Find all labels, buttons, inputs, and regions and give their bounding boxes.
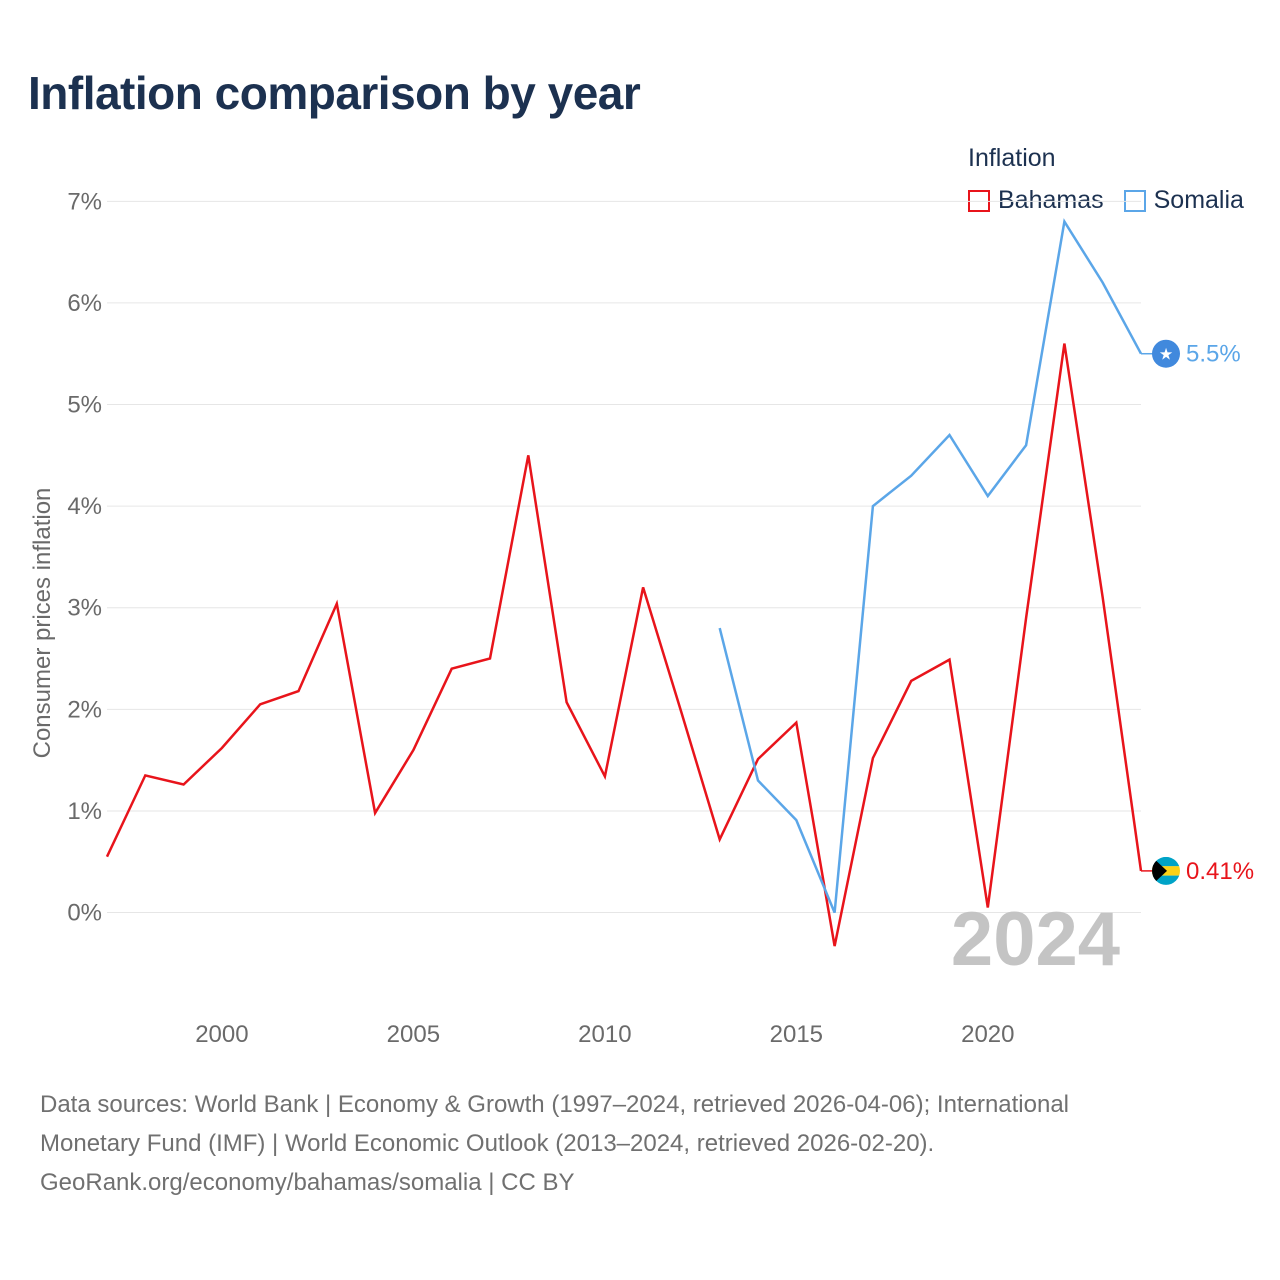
data-point-bahamas-1997: [104, 854, 110, 860]
x-tick-label-2000: 2000: [195, 1021, 248, 1048]
data-point-bahamas-2023: [1100, 595, 1106, 601]
data-point-somalia-2019: [947, 432, 953, 438]
chart-title: Inflation comparison by year: [28, 67, 641, 119]
x-tick-label-2010: 2010: [578, 1021, 631, 1048]
data-point-bahamas-2017: [870, 755, 876, 761]
data-point-bahamas-1998: [142, 772, 148, 778]
legend: Bahamas Somalia: [968, 186, 1244, 215]
data-point-somalia-2013: [717, 625, 723, 631]
data-point-somalia-2018: [908, 473, 914, 479]
bahamas-flag-icon: [1152, 856, 1180, 885]
data-point-somalia-2015: [793, 817, 799, 823]
bahamas-flag-part-2: [1152, 875, 1180, 885]
data-point-somalia-2020: [985, 493, 991, 499]
data-point-somalia-2016: [832, 910, 838, 916]
y-tick-label-1: 1%: [67, 798, 102, 825]
data-point-bahamas-2005: [410, 747, 416, 753]
data-point-somalia-2017: [870, 503, 876, 509]
series-line-bahamas: [105, 343, 1143, 947]
somalia-flag-icon: [1152, 339, 1180, 368]
data-point-bahamas-2011: [640, 584, 646, 590]
somalia-flag-star-icon: ★: [1159, 345, 1173, 364]
data-point-bahamas-2010: [602, 773, 608, 779]
end-label-bahamas: 0.41%: [1186, 858, 1254, 885]
x-tick-label-2020: 2020: [961, 1021, 1014, 1048]
bahamas-flag-part-3: [1152, 856, 1167, 885]
legend-item-somalia[interactable]: Somalia: [1123, 186, 1244, 215]
y-axis-label: Consumer prices inflation: [29, 488, 56, 759]
data-point-bahamas-2003: [334, 601, 340, 607]
y-tick-label-7: 7%: [67, 188, 102, 215]
data-point-bahamas-2021: [1023, 615, 1029, 621]
y-tick-label-6: 6%: [67, 290, 102, 317]
data-point-bahamas-2002: [295, 688, 301, 694]
legend-swatch-bahamas: [968, 189, 990, 212]
data-sources-footer: Data sources: World Bank | Economy & Gro…: [40, 1085, 1240, 1202]
data-point-bahamas-2020: [985, 904, 991, 910]
data-point-bahamas-2018: [908, 678, 914, 684]
data-point-somalia-2022: [1061, 219, 1067, 225]
data-point-bahamas-2012: [678, 709, 684, 715]
data-point-bahamas-2015: [793, 720, 799, 726]
data-point-somalia-2023: [1100, 280, 1106, 286]
bahamas-flag-part-0: [1152, 856, 1180, 867]
legend-label-somalia: Somalia: [1153, 186, 1244, 214]
data-point-bahamas-2007: [487, 656, 493, 662]
data-point-somalia-2021: [1023, 442, 1029, 448]
x-tick-label-2005: 2005: [387, 1021, 440, 1048]
footer-line-3: GeoRank.org/economy/bahamas/somalia | CC…: [40, 1169, 575, 1196]
data-point-bahamas-2004: [372, 810, 378, 816]
y-tick-label-3: 3%: [67, 595, 102, 622]
legend-title: Inflation: [968, 144, 1056, 172]
data-point-bahamas-2008: [525, 452, 531, 458]
year-watermark: 2024: [951, 897, 1120, 982]
line-chart: 0% 1% 2% 3% 4% 5% 6% 7% 2000 2005 2010 2015 2020 Cons…: [29, 188, 1254, 1048]
footer-line-2: Monetary Fund (IMF) | World Economic Out…: [40, 1130, 935, 1157]
end-label-somalia: 5.5%: [1186, 341, 1241, 368]
data-point-bahamas-2014: [755, 756, 761, 762]
y-tick-label-2: 2%: [67, 696, 102, 723]
data-point-bahamas-2013: [717, 836, 723, 842]
data-point-somalia-2014: [755, 777, 761, 783]
y-tick-label-0: 0%: [67, 900, 102, 927]
data-point-bahamas-2009: [564, 699, 570, 705]
data-point-bahamas-2006: [449, 666, 455, 672]
series-line-somalia: [718, 218, 1143, 914]
legend-label-bahamas: Bahamas: [998, 186, 1104, 214]
footer-line-1: Data sources: World Bank | Economy & Gro…: [40, 1091, 1070, 1118]
data-point-bahamas-2019: [947, 657, 953, 663]
legend-swatch-somalia: [1123, 189, 1146, 212]
data-point-bahamas-1999: [181, 782, 187, 788]
data-point-bahamas-2016: [832, 943, 838, 949]
data-point-bahamas-2001: [257, 701, 263, 707]
y-tick-label-4: 4%: [67, 493, 102, 520]
y-tick-label-5: 5%: [67, 392, 102, 419]
data-point-bahamas-2000: [219, 745, 225, 751]
legend-item-bahamas[interactable]: Bahamas: [968, 186, 1104, 215]
x-tick-label-2015: 2015: [770, 1021, 823, 1048]
data-point-bahamas-2022: [1061, 341, 1067, 347]
